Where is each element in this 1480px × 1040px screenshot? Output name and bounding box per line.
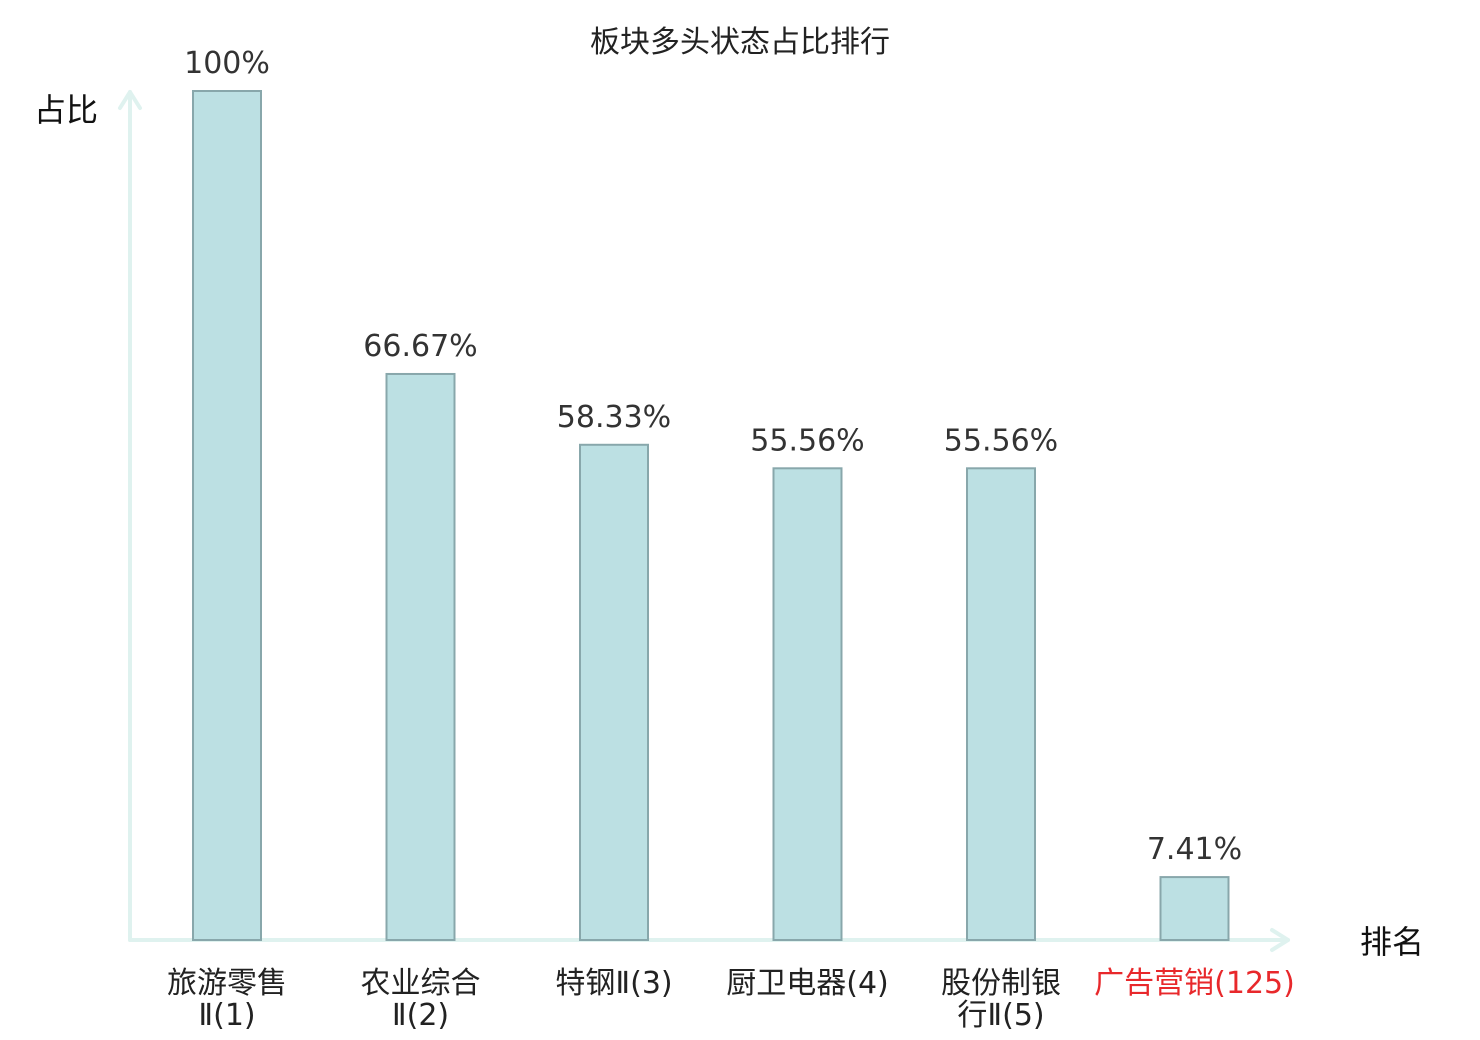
bar-6 — [1159, 876, 1230, 942]
value-label-1: 100% — [184, 46, 270, 81]
category-label-1-line-2: Ⅱ(1) — [198, 998, 255, 1033]
category-label-3: 特钢Ⅱ(3) — [555, 966, 672, 1001]
value-label-3: 58.33% — [557, 400, 671, 435]
bar-2 — [385, 372, 456, 942]
y-axis-arrow — [118, 90, 142, 110]
chart-title: 板块多头状态占比排行 — [590, 25, 890, 60]
category-label-5-line-1: 股份制银 — [941, 966, 1061, 1001]
category-label-1-line-1: 旅游零售 — [167, 966, 287, 1001]
value-label-6: 7.41% — [1147, 832, 1242, 867]
bar-5 — [966, 467, 1036, 941]
axes — [118, 90, 1290, 952]
value-labels-group: 100% 66.67% 58.33% 55.56% 55.56% 7.41% — [184, 46, 1242, 867]
bar-1 — [192, 90, 262, 941]
category-label-5-line-2: 行Ⅱ(5) — [957, 998, 1044, 1033]
value-label-4: 55.56% — [750, 423, 864, 458]
x-axis-arrow — [1270, 928, 1290, 952]
category-label-2-line-2: Ⅱ(2) — [392, 998, 449, 1033]
y-axis-label: 占比 — [34, 91, 98, 129]
bar-3 — [579, 443, 649, 941]
value-label-5: 55.56% — [944, 423, 1058, 458]
x-axis-label: 排名 — [1360, 923, 1424, 961]
category-label-2-line-1: 农业综合 — [361, 966, 481, 1001]
bar-4 — [772, 467, 843, 941]
category-label-4: 厨卫电器(4) — [726, 966, 889, 1001]
value-label-2: 66.67% — [363, 329, 477, 364]
bars-group — [192, 90, 1230, 942]
category-label-6: 广告营销(125) — [1094, 966, 1295, 1001]
